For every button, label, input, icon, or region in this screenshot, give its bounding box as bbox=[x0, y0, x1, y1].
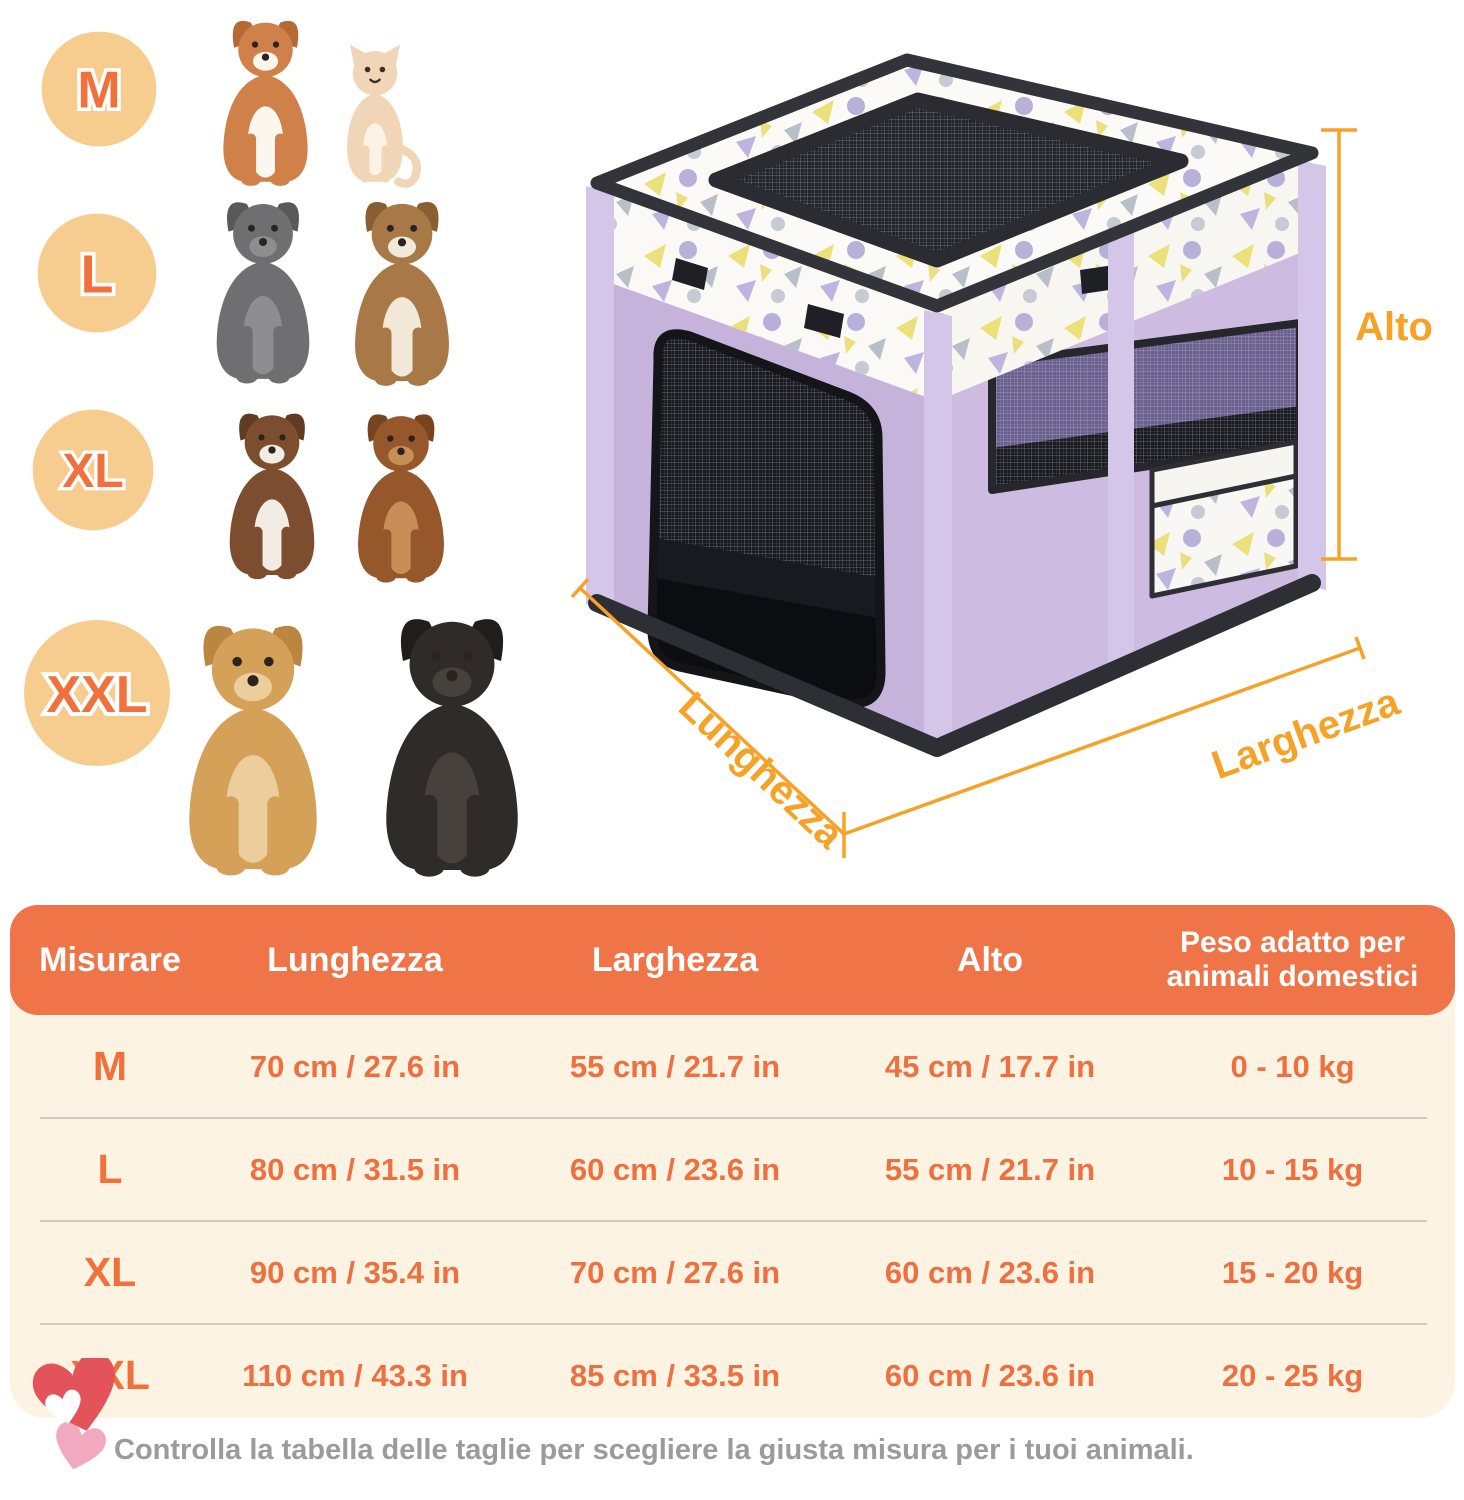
playpen-straps bbox=[586, 160, 1326, 750]
length-dimension-line bbox=[578, 586, 846, 836]
header-peso: Peso adatto per animali domestici bbox=[1166, 926, 1419, 993]
cell-size: L bbox=[97, 1146, 123, 1192]
cell-size: XL bbox=[83, 1249, 137, 1295]
poodle-dog-image bbox=[216, 202, 310, 384]
cell-length: 110 cm / 43.3 in bbox=[242, 1357, 468, 1393]
cell-weight: 20 - 25 kg bbox=[1221, 1357, 1364, 1393]
cell-weight: 10 - 15 kg bbox=[1221, 1151, 1364, 1187]
playpen-side-pocket bbox=[1149, 439, 1299, 599]
boxer-dog-image bbox=[358, 414, 444, 583]
header-larghezza: Larghezza bbox=[591, 940, 759, 979]
size-badge-xxl: XXL bbox=[24, 620, 170, 766]
cell-width: 70 cm / 27.6 in bbox=[569, 1254, 781, 1290]
cell-size: M bbox=[92, 1043, 128, 1089]
table-row-xxl: XXL 110 cm / 43.3 in 85 cm / 33.5 in 60 … bbox=[10, 1323, 1455, 1427]
cell-length: 90 cm / 35.4 in bbox=[249, 1254, 461, 1290]
size-badge-label: M bbox=[77, 62, 120, 120]
pets-image-size-m bbox=[223, 20, 428, 192]
cell-width: 85 cm / 33.5 in bbox=[569, 1357, 781, 1393]
playpen-roof-mesh-window bbox=[708, 92, 1189, 268]
havanese-dog-image bbox=[355, 201, 449, 386]
badge-circle bbox=[32, 409, 154, 531]
playpen-side-mesh-window bbox=[988, 319, 1304, 494]
cell-height: 60 cm / 23.6 in bbox=[884, 1357, 1096, 1393]
pets-image-size-xl bbox=[229, 413, 444, 583]
table-row-l: L 80 cm / 31.5 in 60 cm / 23.6 in 55 cm … bbox=[10, 1117, 1455, 1221]
cell-weight: 15 - 20 kg bbox=[1221, 1254, 1364, 1290]
golden-retriever-image bbox=[189, 625, 317, 876]
playpen-top-face bbox=[590, 53, 1319, 313]
size-badge-label: XXL bbox=[46, 666, 147, 724]
hearts-icon bbox=[32, 1358, 115, 1470]
size-badge-label: L bbox=[81, 245, 114, 305]
pointer-dog-image bbox=[229, 413, 315, 580]
playpen-product-illustration: Alto Lunghezza Larghezza bbox=[570, 53, 1433, 858]
header-lunghezza: Lunghezza bbox=[267, 940, 443, 979]
width-dimension-line bbox=[843, 646, 1361, 836]
size-badge-l: L bbox=[37, 213, 157, 333]
cell-width: 55 cm / 21.7 in bbox=[569, 1048, 781, 1084]
dimension-lines bbox=[570, 128, 1366, 858]
size-table-header: Misurare Lunghezza Larghezza Alto Peso a… bbox=[10, 905, 1455, 1015]
cell-height: 55 cm / 21.7 in bbox=[884, 1151, 1096, 1187]
playpen-base-trim bbox=[588, 574, 1321, 757]
table-row-m: M 70 cm / 27.6 in 55 cm / 21.7 in 45 cm … bbox=[10, 1015, 1455, 1118]
size-table: Misurare Lunghezza Larghezza Alto Peso a… bbox=[10, 905, 1455, 1418]
corgi-dog-image bbox=[223, 20, 308, 186]
badge-circle bbox=[37, 213, 157, 333]
table-row-xl: XL 90 cm / 35.4 in 70 cm / 27.6 in 60 cm… bbox=[10, 1220, 1455, 1324]
dimension-label-alto: Alto bbox=[1355, 305, 1433, 349]
size-table-body: M 70 cm / 27.6 in 55 cm / 21.7 in 45 cm … bbox=[10, 1015, 1455, 1427]
header-alto: Alto bbox=[956, 940, 1024, 979]
badge-circle bbox=[24, 620, 170, 766]
cell-weight: 0 - 10 kg bbox=[1230, 1048, 1355, 1084]
pets-image-size-xxl bbox=[189, 619, 518, 877]
cell-width: 60 cm / 23.6 in bbox=[569, 1151, 781, 1187]
black-retriever-image bbox=[386, 619, 518, 877]
size-badge-label: XL bbox=[62, 445, 123, 498]
cell-length: 80 cm / 31.5 in bbox=[249, 1151, 461, 1187]
size-badge-xl: XL bbox=[32, 409, 154, 531]
size-badge-m: M bbox=[41, 31, 157, 147]
pets-image-size-l bbox=[216, 201, 449, 386]
cell-height: 45 cm / 17.7 in bbox=[884, 1048, 1096, 1084]
cell-height: 60 cm / 23.6 in bbox=[884, 1254, 1096, 1290]
playpen-mesh-door bbox=[647, 329, 886, 709]
dimension-label-lunghezza: Lunghezza bbox=[670, 684, 852, 858]
header-misurare: Misurare bbox=[39, 940, 181, 979]
kitten-image bbox=[347, 44, 417, 183]
badge-circle bbox=[41, 31, 157, 147]
cell-length: 70 cm / 27.6 in bbox=[249, 1048, 461, 1084]
size-note: Controlla la tabella delle taglie per sc… bbox=[114, 1434, 1194, 1466]
dimension-label-larghezza: Larghezza bbox=[1206, 679, 1406, 788]
velcro-tabs bbox=[672, 258, 1116, 338]
